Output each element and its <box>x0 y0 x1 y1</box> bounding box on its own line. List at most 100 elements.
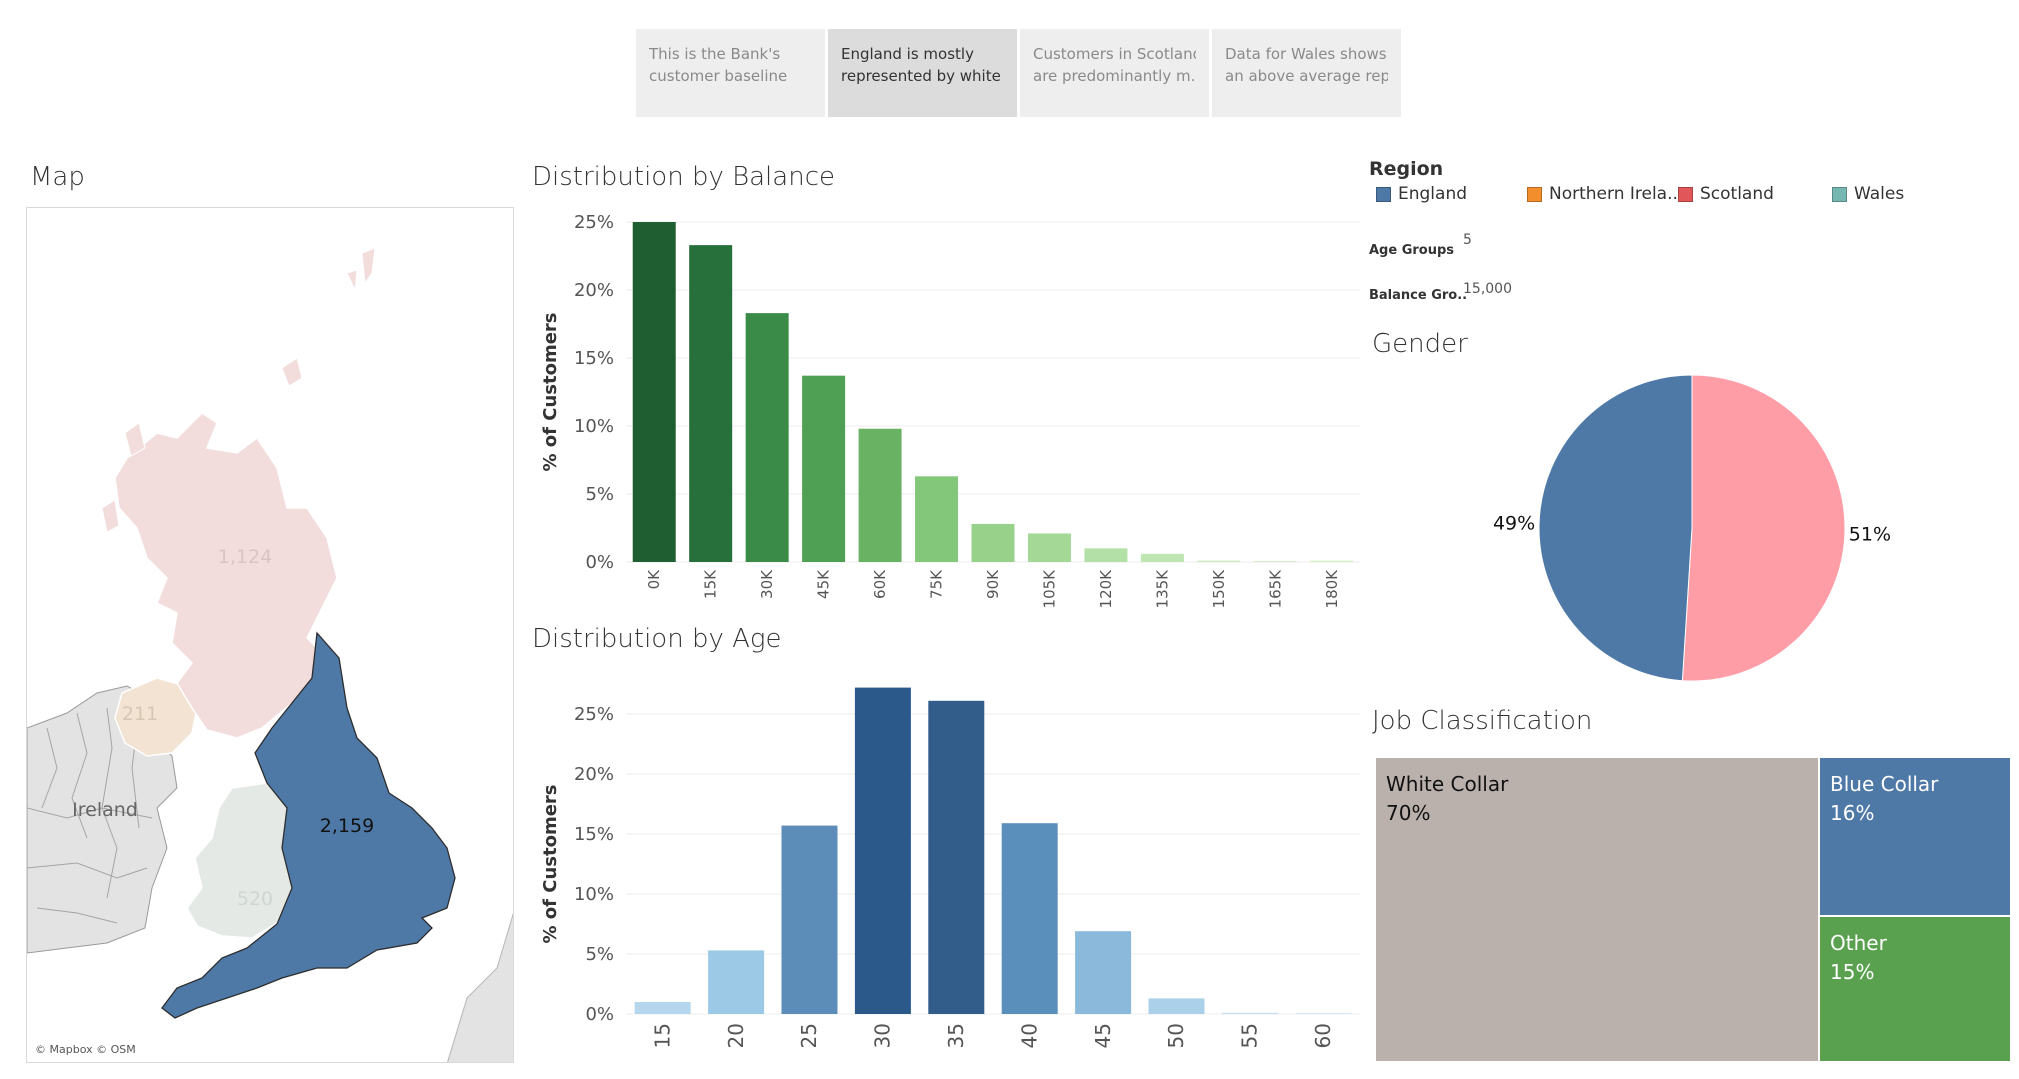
x-tick-label: 15K <box>702 569 720 599</box>
age-chart-title: Distribution by Age <box>532 624 782 654</box>
balance-groups-label: Balance Gro.. <box>1369 288 1468 303</box>
x-tick-label: 35 <box>944 1023 968 1048</box>
pie-slice-0 <box>1538 374 1693 682</box>
y-tick-label: 20% <box>574 280 614 301</box>
bar-15K <box>689 245 733 562</box>
pie-label-0: 49% <box>1493 512 1535 534</box>
bar-0K <box>632 222 676 562</box>
y-tick-label: 10% <box>574 884 614 905</box>
bar-55 <box>1221 1012 1278 1014</box>
bar-180K <box>1310 560 1354 562</box>
x-tick-label: 150K <box>1210 569 1228 609</box>
map-label-northern-ireland: 211 <box>122 703 158 725</box>
y-tick-label: 5% <box>585 484 614 505</box>
legend-title: Region <box>1369 158 1444 180</box>
x-tick-label: 120K <box>1097 569 1115 609</box>
y-tick-label: 25% <box>574 704 614 725</box>
bar-90K <box>971 523 1015 562</box>
treemap-label-other: Other <box>1830 931 1887 955</box>
job-treemap: White Collar 70% Blue Collar 16% Other 1… <box>1376 758 2010 1061</box>
bar-120K <box>1084 548 1128 562</box>
europe-land <box>447 912 513 1062</box>
y-tick-label: 0% <box>585 1004 614 1025</box>
legend-item-wales[interactable]: Wales <box>1832 184 1904 204</box>
legend-swatch-england <box>1376 186 1391 202</box>
legend-item-scotland[interactable]: Scotland <box>1678 184 1774 204</box>
treemap-value-blue-collar: 16% <box>1830 801 1875 825</box>
bar-45 <box>1075 931 1132 1014</box>
bar-60K <box>858 428 902 562</box>
scotland-islands <box>101 247 376 533</box>
balance-chart-title: Distribution by Balance <box>532 162 835 192</box>
legend-label-wales: Wales <box>1854 184 1905 204</box>
age-groups-label: Age Groups <box>1369 243 1455 258</box>
x-tick-label: 135K <box>1153 569 1171 609</box>
ireland-county-lines <box>27 707 153 924</box>
x-tick-label: 50 <box>1164 1023 1188 1048</box>
age-groups-value[interactable]: 5 <box>1463 232 1472 248</box>
x-tick-label: 40 <box>1017 1023 1041 1048</box>
story-point-4-line1: Data for Wales shows <box>1225 45 1387 63</box>
story-point-3[interactable]: Customers in Scotland are predominantly m… <box>1020 29 1209 117</box>
legend-item-england[interactable]: England <box>1376 184 1467 204</box>
x-tick-label: 30 <box>871 1023 895 1048</box>
y-axis-label: % of Customers <box>540 784 561 943</box>
story-point-4-line2: an above average rep.. <box>1225 67 1388 85</box>
x-tick-label: 60K <box>871 569 889 599</box>
map-view[interactable]: 1,124 211 Ireland 2,159 520 © Mapbox © O… <box>26 207 514 1063</box>
x-tick-label: 60 <box>1311 1023 1335 1048</box>
x-tick-label: 105K <box>1040 569 1058 609</box>
y-tick-label: 25% <box>574 212 614 233</box>
treemap-label-blue-collar: Blue Collar <box>1830 772 1939 796</box>
story-point-3-line2: are predominantly m.. <box>1033 67 1196 85</box>
treemap-cell-white-collar[interactable]: White Collar 70% <box>1376 758 1818 1061</box>
x-tick-label: 165K <box>1266 569 1284 609</box>
map-title: Map <box>30 162 85 192</box>
story-navigator: This is the Bank's customer baseline Engl… <box>636 29 1401 117</box>
gender-chart-title: Gender <box>1372 329 1468 359</box>
treemap-cell-blue-collar[interactable]: Blue Collar 16% <box>1820 758 2010 915</box>
legend-label-scotland: Scotland <box>1700 184 1774 204</box>
bar-30K <box>745 313 789 562</box>
bar-40 <box>1001 823 1058 1014</box>
y-tick-label: 5% <box>585 944 614 965</box>
pie-slice-1 <box>1681 374 1846 682</box>
bar-150K <box>1197 560 1241 562</box>
legend-swatch-scotland <box>1678 186 1693 202</box>
x-tick-label: 0K <box>645 569 663 590</box>
bar-20 <box>708 950 765 1014</box>
x-tick-label: 15 <box>650 1023 674 1048</box>
x-tick-label: 45K <box>815 569 833 599</box>
x-tick-label: 75K <box>928 569 946 599</box>
story-point-2-line1: England is mostly <box>841 45 974 63</box>
ireland-land <box>27 685 178 954</box>
bar-15 <box>634 1002 691 1014</box>
story-point-4[interactable]: Data for Wales shows an above average rep… <box>1212 29 1401 117</box>
y-tick-label: 0% <box>585 552 614 573</box>
y-tick-label: 15% <box>574 824 614 845</box>
map-label-wales: 520 <box>237 888 273 910</box>
gender-chart: 51% 49% <box>1493 374 1891 682</box>
y-axis-label: % of Customers <box>540 312 561 471</box>
story-point-3-line1: Customers in Scotland <box>1033 45 1196 63</box>
legend-item-northern-ireland[interactable]: Northern Irela.. <box>1527 184 1678 204</box>
wales-region <box>186 782 293 939</box>
story-point-1[interactable]: This is the Bank's customer baseline <box>636 29 825 117</box>
balance-chart: % of Customers 0% 5% 10% 15% 20% 25% 0K 15K 30K 45… <box>540 212 1360 609</box>
map-label-scotland: 1,124 <box>218 546 272 568</box>
x-tick-label: 55 <box>1238 1023 1262 1048</box>
bar-105K <box>1027 533 1071 562</box>
x-tick-label: 25 <box>797 1023 821 1048</box>
bar-50 <box>1148 998 1205 1014</box>
story-point-2[interactable]: England is mostly represented by white .. <box>828 29 1017 117</box>
bar-45K <box>802 375 846 562</box>
map-label-ireland: Ireland <box>72 799 138 821</box>
treemap-label-white-collar: White Collar <box>1386 772 1509 796</box>
treemap-cell-other[interactable]: Other 15% <box>1820 917 2010 1061</box>
legend-label-england: England <box>1398 184 1468 204</box>
region-legend: Region England Northern Irela.. Scotland… <box>1369 158 2009 212</box>
story-point-1-line1: This is the Bank's <box>649 45 781 63</box>
bar-35 <box>928 700 985 1014</box>
y-tick-label: 20% <box>574 764 614 785</box>
balance-groups-value[interactable]: 15,000 <box>1463 281 1512 297</box>
